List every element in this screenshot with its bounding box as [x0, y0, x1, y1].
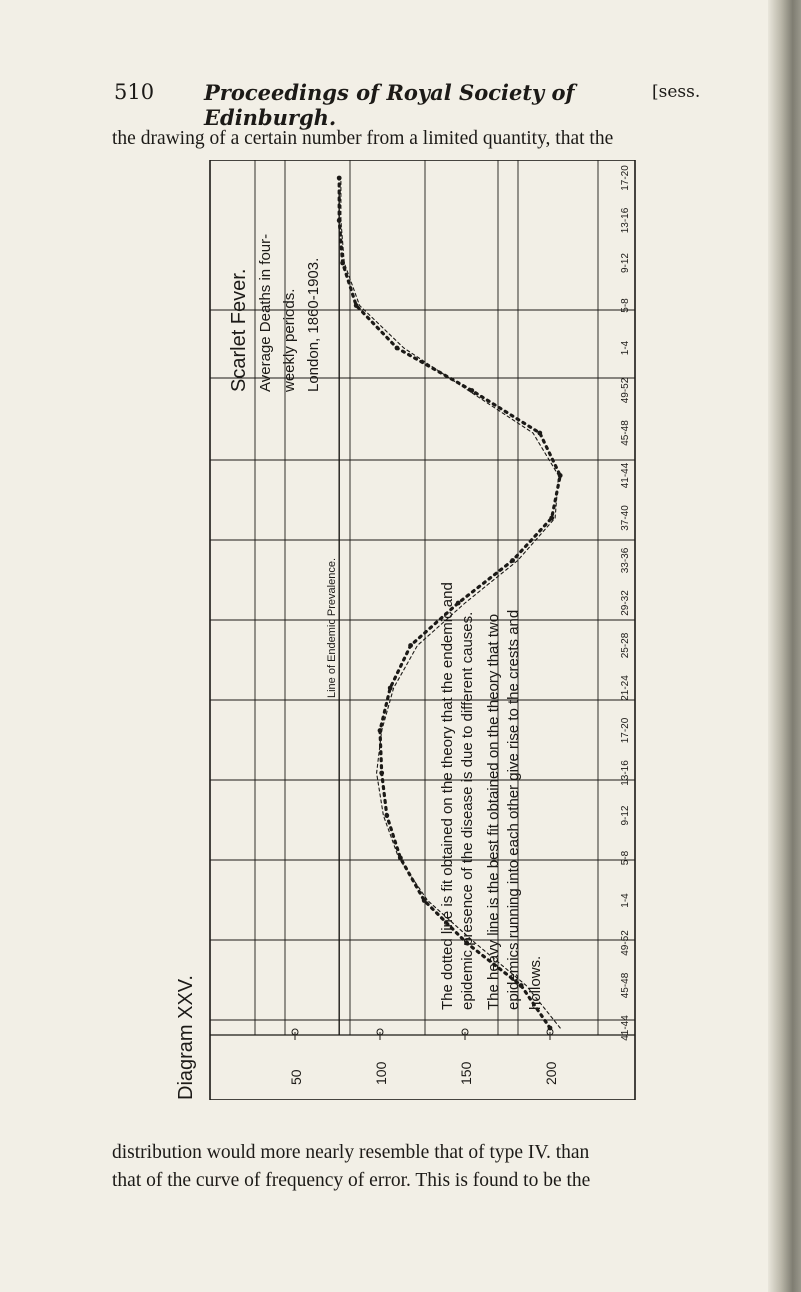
x-tick-label-3: 1-4 — [620, 893, 631, 908]
x-tick-label-17: 5-8 — [620, 298, 631, 313]
x-tick-label-0: 41-44 — [620, 1015, 631, 1041]
journal-title: Proceedings of Royal Society of Edinburg… — [204, 80, 575, 130]
series-point-0-11 — [510, 558, 515, 563]
y-tick-dot-0 — [546, 1028, 554, 1036]
note-line-2: The heavy line is the best fit obtained … — [485, 614, 502, 1010]
x-tick-label-18: 9-12 — [620, 253, 631, 273]
endemic-label: Line of Endemic Prevalence. — [326, 558, 338, 698]
series-point-0-10 — [455, 600, 461, 606]
x-tick-labels: 41-44 45-48 49-52 1-4 5-8 9-12 13-16 17-20 21-24… — [620, 165, 631, 1041]
x-tick-label-2: 49-52 — [620, 930, 631, 956]
x-tick-label-10: 29-32 — [620, 590, 631, 616]
series-line-1 — [340, 177, 561, 1029]
series-point-0-5 — [384, 813, 390, 818]
x-tick-label-16: 1-4 — [620, 340, 631, 355]
y-tick-labels: 200 150 100 50 — [288, 1028, 559, 1085]
series-point-0-6 — [379, 770, 385, 776]
x-tick-label-7: 17-20 — [620, 717, 631, 743]
y-tick-label-0: 200 — [543, 1061, 559, 1085]
note-line-4: hollows. — [527, 956, 544, 1010]
series-point-0-15 — [469, 388, 475, 393]
page-edge — [768, 0, 801, 1292]
series-point-0-3 — [421, 898, 427, 903]
note-line-0: The dotted line is fit obtained on the t… — [439, 582, 456, 1010]
note-line-1: epidemic presence of the disease is due … — [459, 612, 476, 1010]
x-tick-label-11: 33-36 — [620, 547, 631, 573]
y-tick-dot-1 — [461, 1028, 469, 1036]
x-tick-label-19: 13-16 — [620, 207, 631, 233]
figure-subtitle-line-1: weekly periods. — [281, 289, 298, 393]
chart-curves — [336, 175, 563, 1031]
series-point-0-1 — [518, 983, 524, 988]
series-point-0-20 — [336, 175, 342, 181]
x-tick-label-13: 41-44 — [620, 462, 631, 488]
series-point-0-8 — [387, 685, 393, 691]
page-header: 510 Proceedings of Royal Society of Edin… — [114, 80, 714, 130]
page-number: 510 — [114, 80, 155, 104]
y-tick-label-2: 100 — [373, 1061, 389, 1085]
x-tick-label-12: 37-40 — [620, 505, 631, 531]
body-text-bottom-2: that of the curve of frequency of error.… — [112, 1170, 591, 1191]
series-point-0-17 — [353, 303, 359, 308]
x-tick-label-9: 25-28 — [620, 632, 631, 658]
series-point-0-2 — [464, 940, 470, 946]
figure-title: Scarlet Fever. — [228, 269, 250, 392]
session-label: [sess. — [652, 82, 701, 102]
x-tick-label-5: 9-12 — [620, 805, 631, 825]
x-tick-label-6: 13-16 — [620, 760, 631, 786]
x-tick-label-15: 49-52 — [620, 377, 631, 403]
series-point-0-12 — [549, 515, 555, 521]
y-tick-dot-3 — [291, 1028, 299, 1036]
x-tick-label-20: 17-20 — [620, 165, 631, 191]
figure-subtitle-line-0: Average Deaths in four- — [257, 234, 274, 392]
figure-subtitle-line-2: London, 1860-1903. — [305, 258, 322, 392]
x-tick-label-1: 45-48 — [620, 972, 631, 998]
series-point-0-14 — [537, 430, 543, 436]
series-point-0-9 — [408, 643, 413, 648]
frame — [209, 160, 636, 1100]
y-tick-label-3: 50 — [288, 1069, 304, 1085]
note-line-3: epidemics running into each other give r… — [505, 610, 522, 1010]
body-text-top: the drawing of a certain number from a l… — [112, 128, 614, 149]
y-tick-label-1: 150 — [458, 1061, 474, 1085]
diagram-figure: Diagram XXV. Scarlet Fever. Average Deaths… — [175, 160, 636, 1100]
figure-labels: Diagram XXV. Scarlet Fever. Average Deaths… — [175, 234, 544, 1100]
series-point-0-13 — [557, 473, 563, 478]
x-tick-label-14: 45-48 — [620, 420, 631, 446]
series-point-0-16 — [394, 345, 400, 351]
x-tick-label-8: 21-24 — [620, 675, 631, 701]
y-tick-dot-2 — [376, 1028, 384, 1036]
body-text-bottom-1: distribution would more nearly resemble … — [112, 1142, 590, 1163]
diagram-label: Diagram XXV. — [175, 975, 197, 1100]
x-tick-label-4: 5-8 — [620, 850, 631, 865]
chart-grid — [209, 160, 636, 1100]
